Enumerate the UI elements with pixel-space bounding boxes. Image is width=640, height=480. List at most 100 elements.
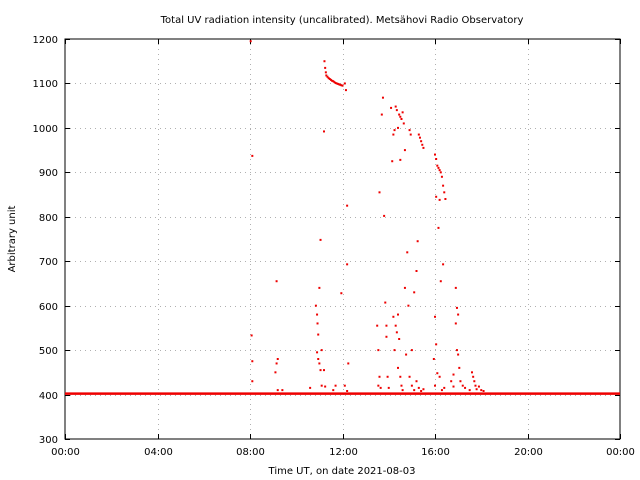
data-point [434,384,436,387]
y-tick-label: 1000 [33,124,58,135]
data-point [438,198,441,201]
data-point [432,358,435,360]
data-point [392,133,395,136]
data-point [407,304,410,307]
data-point [399,115,402,118]
data-point [461,384,464,387]
data-point [328,78,331,80]
data-point [332,80,335,83]
data-point [442,184,445,187]
data-point [346,390,349,392]
data-point [323,369,325,372]
data-point [436,372,439,375]
data-point [417,386,420,389]
data-point [380,113,383,116]
data-point [332,389,335,392]
data-point [344,89,347,92]
data-point [329,78,332,81]
data-point [473,380,476,383]
data-point [331,79,334,82]
data-point [376,324,379,327]
data-point [437,166,440,169]
y-tick-label: 800 [39,213,58,224]
data-point [417,133,420,136]
data-point [395,109,398,112]
data-point [415,270,418,272]
data-point [471,371,473,374]
data-point [403,286,406,289]
data-point [440,389,443,392]
data-point [394,105,397,108]
data-point [320,349,323,352]
data-point [415,380,418,383]
data-point [347,362,350,365]
data-point [334,384,337,387]
data-point [435,195,438,198]
data-point [442,263,445,266]
data-point [346,204,349,207]
data-point [410,349,413,352]
data-point [452,385,455,388]
data-point [281,389,284,392]
data-point [319,369,322,372]
data-point [326,75,329,78]
data-point [324,66,327,69]
x-tick-label: 16:00 [421,447,450,458]
data-point [477,385,480,388]
data-point [379,386,382,389]
data-point [402,122,405,125]
data-point [454,286,457,289]
y-tick-label: 400 [39,391,58,402]
data-point [395,331,398,334]
data-point [251,154,254,157]
y-tick-label: 600 [39,302,58,313]
data-point [400,384,403,387]
data-point [251,360,254,363]
data-point [452,373,455,376]
data-point [418,136,421,139]
data-point [450,380,453,383]
axis-ticks: 00:00 04:00 08:00 12:00 16:00 20:00 00:0030040… [33,35,635,458]
data-point [436,164,439,167]
data-point [251,380,254,383]
x-tick-label: 04:00 [144,447,173,458]
x-tick-label: 20:00 [514,447,543,458]
data-point [474,384,477,387]
data-point [464,386,467,389]
data-point [385,324,388,327]
data-point [377,384,380,387]
data-point [422,146,425,149]
data-point [317,358,320,360]
data-point [275,362,278,365]
data-point [398,113,401,116]
data-point [439,280,442,283]
data-point [440,175,443,178]
data-point [391,160,394,163]
data-point [341,84,344,87]
data-point [397,126,399,129]
data-point [413,389,416,392]
data-point [384,301,387,304]
data-point [420,140,423,143]
data-point [438,375,441,378]
data-point [378,191,381,194]
data-point [250,334,253,337]
data-point [397,366,399,369]
data-point [394,324,397,327]
data-point [316,322,319,325]
data-point [386,375,389,378]
data-point [408,375,411,378]
data-point [340,84,343,87]
data-point [324,385,327,388]
data-point [458,366,461,369]
data-point [444,198,447,200]
data-point [439,171,442,174]
data-point [399,158,402,161]
data-point [435,158,438,160]
y-tick-label: 1100 [33,79,58,90]
data-point [340,292,343,295]
data-point [434,153,436,156]
data-point [475,388,478,391]
data-point [420,390,423,392]
data-point [455,306,458,309]
